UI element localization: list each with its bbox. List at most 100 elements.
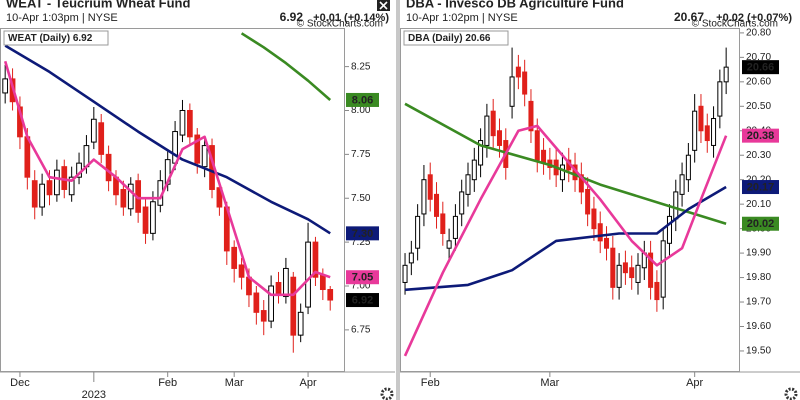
y-tick-label: 20.20 — [746, 174, 771, 185]
y-tick-label: 19.50 — [746, 346, 771, 357]
settings-button[interactable] — [784, 387, 798, 400]
y-tick-label: 19.90 — [746, 248, 771, 259]
candle-body — [179, 109, 186, 136]
candle-body — [319, 274, 326, 291]
candle-body — [231, 246, 238, 269]
chart-title: DBA - Invesco DB Agriculture Fund — [406, 0, 624, 10]
x-tick-label: Dec — [10, 377, 30, 389]
candle-body — [290, 276, 297, 336]
candle-body — [578, 174, 584, 193]
candle-body — [622, 262, 628, 274]
candle-body — [541, 149, 547, 164]
watermark: © StockCharts.com — [297, 19, 383, 30]
candle-body — [283, 267, 289, 298]
candle-body — [685, 154, 691, 181]
y-tick-label: 20.10 — [746, 199, 771, 210]
candle-body — [459, 191, 465, 215]
candle-body — [711, 118, 717, 146]
legend-label: DBA (Daily) 20.66 — [408, 33, 491, 44]
candle-body — [654, 281, 660, 301]
candle-body — [172, 131, 178, 164]
candle-body — [635, 264, 641, 283]
candle-body — [679, 174, 685, 195]
moving-average-line — [4, 44, 331, 235]
y-tick-label: 19.60 — [746, 321, 771, 332]
price-change: +0.01 (+0.14%) — [313, 12, 389, 24]
x-tick-label: Apr — [686, 377, 703, 389]
price-tag — [346, 270, 379, 285]
x-tick-label: Mar — [225, 377, 244, 389]
candle-body — [31, 180, 38, 208]
candle-body — [666, 215, 672, 244]
close-button[interactable] — [377, 0, 390, 11]
moving-average-line — [404, 185, 727, 292]
candle-body — [2, 78, 9, 94]
candle-body — [201, 145, 208, 168]
gear-icon — [784, 387, 798, 400]
candle-body — [415, 215, 421, 249]
candle-body — [484, 115, 490, 146]
candle-body — [478, 140, 484, 166]
price-tag — [742, 216, 779, 231]
candle-body — [24, 136, 31, 178]
candle-body — [490, 110, 496, 137]
chart-subtitle: 10-Apr 1:02pm | NYSE — [406, 12, 518, 24]
candle-body — [402, 264, 408, 283]
close-icon — [379, 1, 388, 10]
candle-body — [629, 267, 635, 279]
candle-body — [150, 201, 156, 234]
candle-body — [305, 241, 311, 308]
plot-layer — [402, 47, 729, 357]
price-tag — [346, 226, 379, 241]
watermark: © StockCharts.com — [692, 19, 778, 30]
settings-button[interactable] — [380, 387, 394, 400]
price-tag — [742, 60, 779, 75]
legend-box — [403, 30, 509, 46]
y-tick-label: 20.50 — [746, 101, 771, 112]
candle-body — [496, 130, 502, 146]
legend: DBA (Daily) 20.66 — [403, 30, 509, 46]
candle-body — [440, 213, 446, 235]
candle-body — [648, 252, 654, 288]
plot-area — [400, 28, 740, 372]
y-tick-label: 20.30 — [746, 150, 771, 161]
y-tick-label: 20.70 — [746, 52, 771, 63]
candle-body — [186, 109, 193, 138]
x-tick-label: Feb — [421, 377, 440, 389]
candle-body — [90, 118, 97, 143]
candle-body — [120, 188, 127, 208]
candle-body — [471, 159, 477, 181]
candle-body — [610, 247, 616, 288]
candle-body — [692, 110, 698, 151]
candle-body — [723, 66, 729, 83]
candle-body — [98, 122, 105, 155]
legend-label: WEAT (Daily) 6.92 — [8, 33, 93, 44]
x-tick-label: Mar — [540, 377, 559, 389]
y-tick-label: 7.25 — [351, 237, 371, 248]
candle-body — [597, 223, 603, 242]
candle-body — [604, 237, 610, 249]
candle-body — [54, 169, 60, 196]
candle-body — [68, 176, 75, 196]
candle-body — [408, 252, 414, 264]
gear-icon — [380, 387, 394, 400]
candle-body — [528, 100, 534, 132]
candle-body — [275, 281, 282, 296]
candle-body — [585, 188, 591, 215]
panel-divider — [396, 0, 400, 400]
candle-body — [421, 179, 427, 215]
candle-body — [142, 206, 149, 234]
x-tick-label: Apr — [299, 377, 316, 389]
candle-body — [46, 180, 53, 196]
y-tick-label: 20.60 — [746, 76, 771, 87]
price-tag-label: 7.05 — [352, 272, 373, 284]
moving-average-line — [404, 102, 727, 225]
candle-body — [717, 81, 723, 117]
price-change: +0.02 (+0.07%) — [716, 12, 792, 24]
chart-subtitle: 10-Apr 1:03pm | NYSE — [6, 12, 118, 24]
candle-body — [312, 241, 319, 278]
candle-body — [515, 66, 521, 78]
candle-body — [534, 130, 540, 161]
price-tag-label: 20.17 — [747, 181, 775, 193]
x-tick-label-year: 2023 — [82, 389, 106, 400]
